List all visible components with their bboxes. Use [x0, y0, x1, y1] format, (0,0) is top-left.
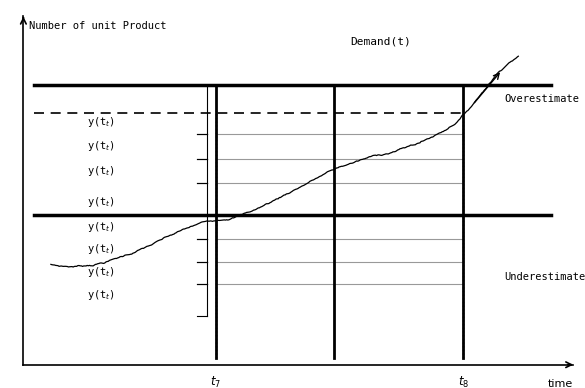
Text: y(t$_t$): y(t$_t$): [87, 195, 115, 210]
Text: y(t$_t$): y(t$_t$): [87, 288, 115, 302]
Text: y(t$_t$): y(t$_t$): [87, 220, 115, 234]
Text: $t_7$: $t_7$: [211, 375, 221, 388]
Text: y(t$_t$): y(t$_t$): [87, 164, 115, 178]
Text: Overestimate: Overestimate: [504, 94, 580, 104]
Text: y(t$_t$): y(t$_t$): [87, 265, 115, 279]
Text: Demand(t): Demand(t): [350, 37, 411, 47]
Text: y(t$_t$): y(t$_t$): [87, 139, 115, 154]
Text: time: time: [548, 379, 573, 388]
Text: y(t$_t$): y(t$_t$): [87, 115, 115, 129]
Text: Underestimate: Underestimate: [504, 272, 585, 282]
Text: y(t$_t$): y(t$_t$): [87, 242, 115, 256]
Text: $t_8$: $t_8$: [457, 375, 469, 388]
Text: Number of unit Product: Number of unit Product: [29, 21, 166, 31]
